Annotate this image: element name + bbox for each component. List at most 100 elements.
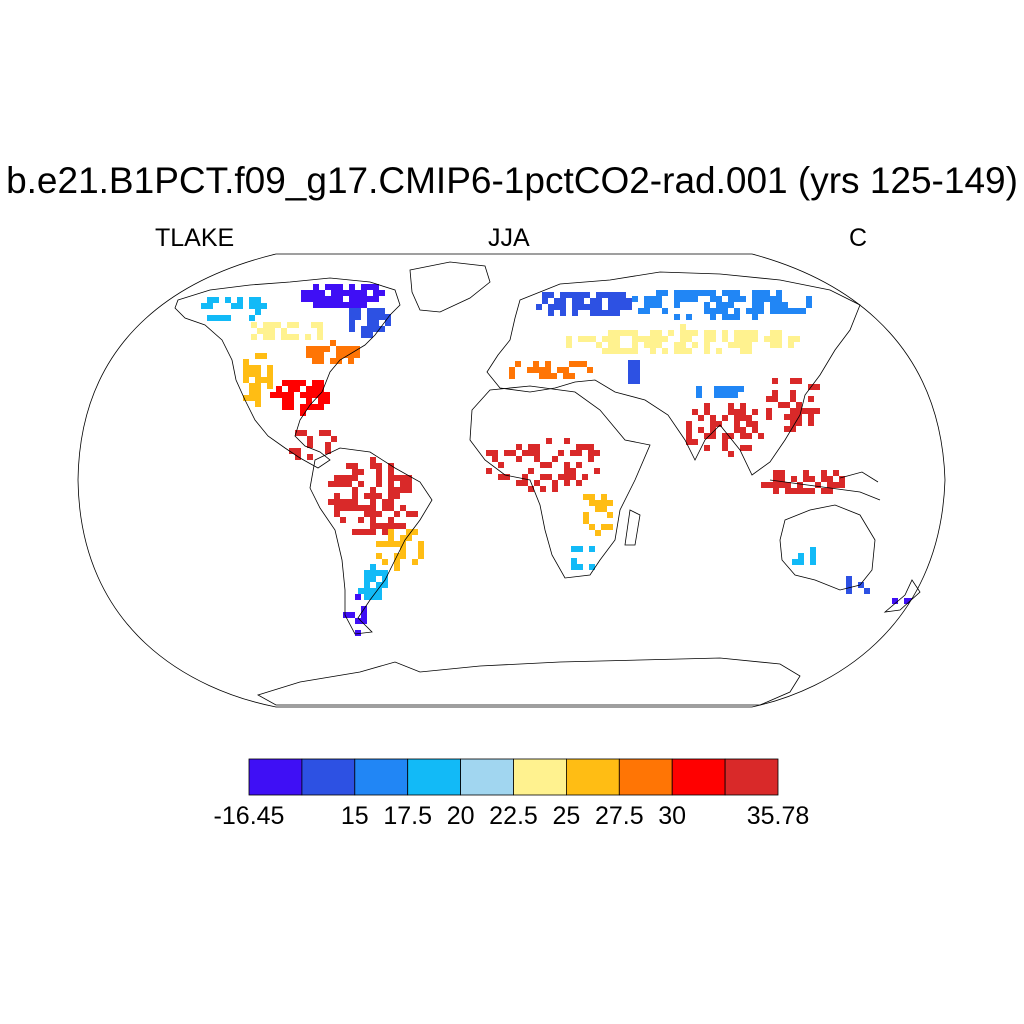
lake-cell	[796, 402, 802, 408]
lake-cell	[698, 427, 704, 433]
lake-cell	[306, 352, 312, 358]
lake-cell	[373, 320, 379, 326]
lake-cell	[710, 308, 716, 314]
lake-cell	[516, 456, 522, 462]
lake-cell	[546, 474, 552, 480]
lake-cell	[340, 517, 346, 523]
lake-cell	[361, 284, 367, 290]
lake-cell	[740, 342, 746, 348]
lake-cell	[594, 468, 600, 474]
lake-cell	[776, 296, 782, 302]
lake-cell	[734, 427, 740, 433]
lake-cell	[564, 438, 570, 444]
lake-cell	[318, 380, 324, 386]
lake-cell	[364, 588, 370, 594]
lake-cell	[674, 314, 680, 320]
lake-cell	[758, 296, 764, 302]
lake-cell	[628, 378, 634, 384]
lake-cell	[608, 298, 614, 304]
lake-cell	[522, 450, 528, 456]
lake-cell	[752, 409, 758, 415]
lake-cell	[412, 529, 418, 535]
lake-cell	[528, 468, 534, 474]
coastline-new-zealand	[883, 579, 921, 613]
lake-cell	[770, 330, 776, 336]
lake-cell	[650, 336, 656, 342]
lake-cell	[770, 336, 776, 342]
lake-cell	[394, 475, 400, 481]
lake-cell	[587, 367, 593, 373]
colorbar-swatch	[724, 758, 779, 796]
lake-cell	[710, 427, 716, 433]
lake-cell	[704, 445, 710, 451]
lake-cell	[388, 469, 394, 475]
lake-cell	[307, 290, 313, 296]
lake-cell	[364, 505, 370, 511]
lake-cell	[668, 330, 674, 336]
lake-cell	[746, 308, 752, 314]
lake-cell	[790, 420, 796, 426]
lake-cell	[255, 401, 261, 407]
lake-cell	[714, 392, 720, 398]
lake-cell	[674, 290, 680, 296]
lake-cell	[370, 499, 376, 505]
lake-cell	[571, 546, 577, 552]
lake-cell	[343, 290, 349, 296]
lake-cell	[833, 482, 839, 488]
lake-cell	[595, 506, 601, 512]
lake-cell	[554, 298, 560, 304]
colorbar-swatch	[460, 758, 514, 796]
lake-cell	[509, 367, 515, 373]
lake-cell	[412, 559, 418, 565]
lake-cell	[379, 326, 385, 332]
lake-cell	[364, 576, 370, 582]
coastline-south-america	[309, 447, 433, 635]
lake-cell	[614, 292, 620, 298]
lake-cell	[674, 296, 680, 302]
lake-cell	[406, 535, 412, 541]
lake-cell	[710, 296, 716, 302]
lake-cell	[752, 421, 758, 427]
colorbar-tick-label: 25	[552, 802, 581, 830]
lake-cell	[367, 320, 373, 326]
lake-cell	[388, 487, 394, 493]
lake-cell	[548, 304, 554, 310]
lake-cell	[528, 486, 534, 492]
lake-cell	[576, 462, 582, 468]
lake-cell	[337, 290, 343, 296]
lake-cell	[758, 433, 764, 439]
lake-cell	[219, 315, 225, 321]
lake-cell	[317, 322, 323, 328]
coastline-greenland	[409, 261, 491, 313]
lake-cell	[833, 470, 839, 476]
lake-cell	[584, 292, 590, 298]
lake-cell	[704, 433, 710, 439]
lake-cell	[634, 360, 640, 366]
lake-cell	[608, 348, 614, 354]
lake-cell	[307, 454, 313, 460]
lake-cell	[313, 296, 319, 302]
lake-cell	[686, 330, 692, 336]
lake-cell	[794, 336, 800, 342]
lake-cell	[249, 303, 255, 309]
lake-cell	[373, 290, 379, 296]
lake-cell	[634, 366, 640, 372]
lake-cell	[394, 511, 400, 517]
lake-cell	[318, 398, 324, 404]
lake-cell	[336, 352, 342, 358]
lake-cell	[331, 302, 337, 308]
lake-cell	[686, 314, 692, 320]
lake-cell	[325, 302, 331, 308]
lake-cell	[412, 511, 418, 517]
lake-cell	[578, 336, 584, 342]
lake-cell	[576, 444, 582, 450]
map-boundary	[77, 253, 946, 708]
lake-cell	[680, 342, 686, 348]
lake-cell	[722, 415, 728, 421]
lake-cell	[734, 409, 740, 415]
lake-cell	[545, 367, 551, 373]
lake-cell	[288, 386, 294, 392]
lake-cell	[791, 488, 797, 494]
lake-cell	[710, 415, 716, 421]
lake-cell	[324, 398, 330, 404]
